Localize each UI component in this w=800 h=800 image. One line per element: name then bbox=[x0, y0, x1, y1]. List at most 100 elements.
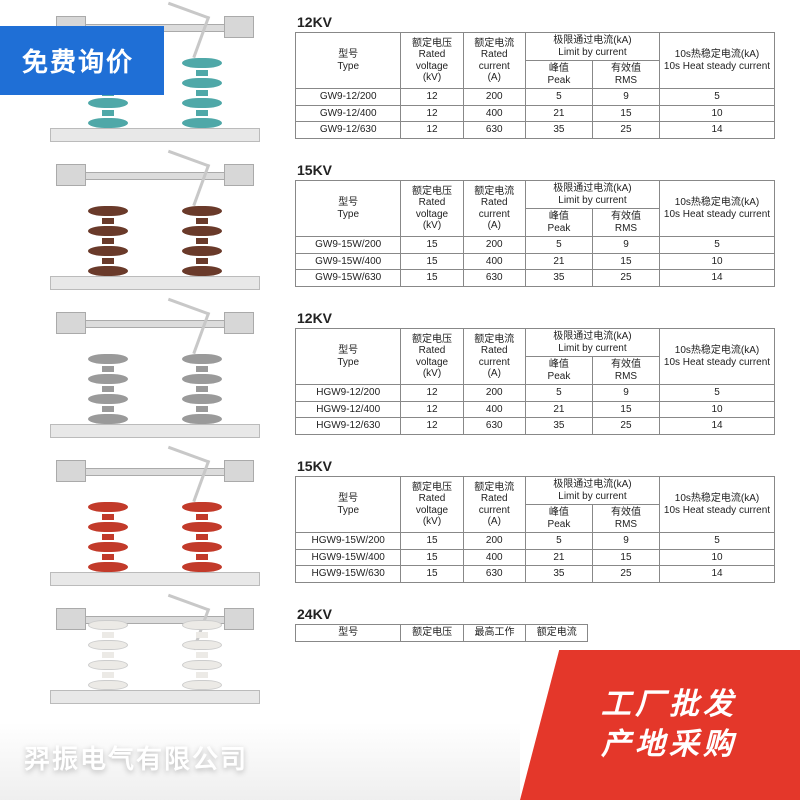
cell-curr: 400 bbox=[463, 105, 525, 122]
cell-volt: 12 bbox=[401, 105, 463, 122]
hdr-type-cn: 型号 bbox=[338, 627, 358, 638]
spec-table-1: 型号Type 额定电压Rated voltage(kV) 额定电流Rated c… bbox=[295, 180, 775, 287]
product-image-1 bbox=[25, 158, 295, 298]
cell-type: HGW9-12/400 bbox=[296, 401, 401, 418]
cell-volt: 12 bbox=[401, 401, 463, 418]
table-col-1: 15KV 型号Type 额定电压Rated voltage(kV) 额定电流Ra… bbox=[295, 158, 775, 287]
section-title: 24KV bbox=[297, 606, 775, 622]
content-area: 12KV 型号Type 额定电压Rated voltage(kV) 额定电流Ra… bbox=[0, 0, 800, 712]
cell-type: HGW9-15W/400 bbox=[296, 549, 401, 566]
section-3: 15KV 型号Type 额定电压Rated voltage(kV) 额定电流Ra… bbox=[25, 454, 775, 594]
hdr-heat: 10s热稳定电流(kA)10s Heat steady current bbox=[660, 477, 775, 533]
cell-heat: 10 bbox=[660, 401, 775, 418]
cell-peak: 35 bbox=[525, 122, 592, 139]
cell-heat: 5 bbox=[660, 237, 775, 254]
cell-rms: 9 bbox=[592, 533, 659, 550]
free-quote-badge[interactable]: 免费询价 bbox=[0, 26, 164, 95]
hdr-volt-cn: 额定电压 bbox=[412, 627, 452, 638]
hdr-volt: 额定电压Rated voltage(kV) bbox=[401, 477, 463, 533]
product-image-24kv bbox=[25, 602, 295, 712]
table-row: GW9-15W/400 15 400 21 15 10 bbox=[296, 253, 775, 270]
hdr-type: 型号Type bbox=[296, 33, 401, 89]
cell-type: GW9-12/630 bbox=[296, 122, 401, 139]
product-image-3 bbox=[25, 454, 295, 594]
cell-type: GW9-12/400 bbox=[296, 105, 401, 122]
cell-curr: 630 bbox=[463, 566, 525, 583]
hdr-volt: 额定电压Rated voltage(kV) bbox=[401, 33, 463, 89]
cell-volt: 12 bbox=[401, 418, 463, 435]
hdr-peak: 峰值Peak bbox=[525, 505, 592, 533]
hdr-pad bbox=[588, 625, 775, 642]
cell-heat: 10 bbox=[660, 549, 775, 566]
hdr-rms: 有效值RMS bbox=[592, 61, 659, 89]
cell-rms: 25 bbox=[592, 122, 659, 139]
hdr-work: 最高工作 bbox=[463, 625, 525, 642]
table-row: HGW9-12/400 12 400 21 15 10 bbox=[296, 401, 775, 418]
cell-peak: 21 bbox=[525, 253, 592, 270]
cell-type: HGW9-12/200 bbox=[296, 385, 401, 402]
promo-badge[interactable]: 工厂批发 产地采购 bbox=[520, 650, 800, 800]
cell-rms: 9 bbox=[592, 89, 659, 106]
hdr-peak: 峰值Peak bbox=[525, 209, 592, 237]
section-2: 12KV 型号Type 额定电压Rated voltage(kV) 额定电流Ra… bbox=[25, 306, 775, 446]
cell-rms: 15 bbox=[592, 549, 659, 566]
cell-volt: 15 bbox=[401, 566, 463, 583]
cell-type: HGW9-12/630 bbox=[296, 418, 401, 435]
hdr-volt: 额定电压Rated voltage(kV) bbox=[401, 181, 463, 237]
cell-type: GW9-15W/630 bbox=[296, 270, 401, 287]
table-col-2: 12KV 型号Type 额定电压Rated voltage(kV) 额定电流Ra… bbox=[295, 306, 775, 435]
hdr-curr: 额定电流Rated current(A) bbox=[463, 33, 525, 89]
cell-volt: 12 bbox=[401, 385, 463, 402]
cell-volt: 15 bbox=[401, 270, 463, 287]
section-title: 12KV bbox=[297, 310, 775, 326]
table-row: HGW9-15W/630 15 630 35 25 14 bbox=[296, 566, 775, 583]
hdr-curr-cn: 额定电流 bbox=[537, 627, 577, 638]
cell-curr: 630 bbox=[463, 418, 525, 435]
hdr-rms: 有效值RMS bbox=[592, 209, 659, 237]
cell-rms: 25 bbox=[592, 418, 659, 435]
promo-line-1: 工厂批发 bbox=[601, 685, 737, 726]
cell-heat: 10 bbox=[660, 105, 775, 122]
isolator-switch-icon bbox=[40, 306, 270, 446]
table-row: HGW9-15W/200 15 200 5 9 5 bbox=[296, 533, 775, 550]
hdr-rms: 有效值RMS bbox=[592, 505, 659, 533]
cell-peak: 21 bbox=[525, 549, 592, 566]
cell-heat: 14 bbox=[660, 122, 775, 139]
cell-heat: 14 bbox=[660, 418, 775, 435]
section-title: 15KV bbox=[297, 162, 775, 178]
table-col-3: 15KV 型号Type 额定电压Rated voltage(kV) 额定电流Ra… bbox=[295, 454, 775, 583]
table-row: HGW9-15W/400 15 400 21 15 10 bbox=[296, 549, 775, 566]
cell-curr: 630 bbox=[463, 270, 525, 287]
hdr-volt: 额定电压Rated voltage(kV) bbox=[401, 329, 463, 385]
hdr-type: 型号 bbox=[296, 625, 401, 642]
hdr-limit: 极限通过电流(kA)Limit by current bbox=[525, 477, 659, 505]
spec-table-24kv: 型号 额定电压 最高工作 额定电流 bbox=[295, 624, 775, 642]
hdr-peak: 峰值Peak bbox=[525, 357, 592, 385]
hdr-curr: 额定电流Rated current(A) bbox=[463, 329, 525, 385]
table-row: GW9-12/400 12 400 21 15 10 bbox=[296, 105, 775, 122]
isolator-switch-icon bbox=[40, 158, 270, 298]
cell-type: GW9-15W/200 bbox=[296, 237, 401, 254]
sections-mount: 12KV 型号Type 额定电压Rated voltage(kV) 额定电流Ra… bbox=[25, 10, 775, 594]
table-row: HGW9-12/630 12 630 35 25 14 bbox=[296, 418, 775, 435]
table-col-24kv: 24KV 型号 额定电压 最高工作 额定电流 bbox=[295, 602, 775, 642]
section-title: 15KV bbox=[297, 458, 775, 474]
cell-type: GW9-15W/400 bbox=[296, 253, 401, 270]
cell-curr: 400 bbox=[463, 549, 525, 566]
cell-heat: 14 bbox=[660, 566, 775, 583]
spec-table-2: 型号Type 额定电压Rated voltage(kV) 额定电流Rated c… bbox=[295, 328, 775, 435]
hdr-curr: 额定电流Rated current(A) bbox=[463, 477, 525, 533]
cell-type: GW9-12/200 bbox=[296, 89, 401, 106]
cell-rms: 25 bbox=[592, 270, 659, 287]
cell-curr: 200 bbox=[463, 385, 525, 402]
cell-curr: 200 bbox=[463, 533, 525, 550]
cell-curr: 200 bbox=[463, 237, 525, 254]
hdr-curr: 额定电流 bbox=[526, 625, 588, 642]
cell-heat: 10 bbox=[660, 253, 775, 270]
cell-heat: 5 bbox=[660, 89, 775, 106]
product-image-2 bbox=[25, 306, 295, 446]
cell-rms: 9 bbox=[592, 237, 659, 254]
cell-curr: 400 bbox=[463, 401, 525, 418]
cell-heat: 5 bbox=[660, 533, 775, 550]
cell-volt: 15 bbox=[401, 253, 463, 270]
